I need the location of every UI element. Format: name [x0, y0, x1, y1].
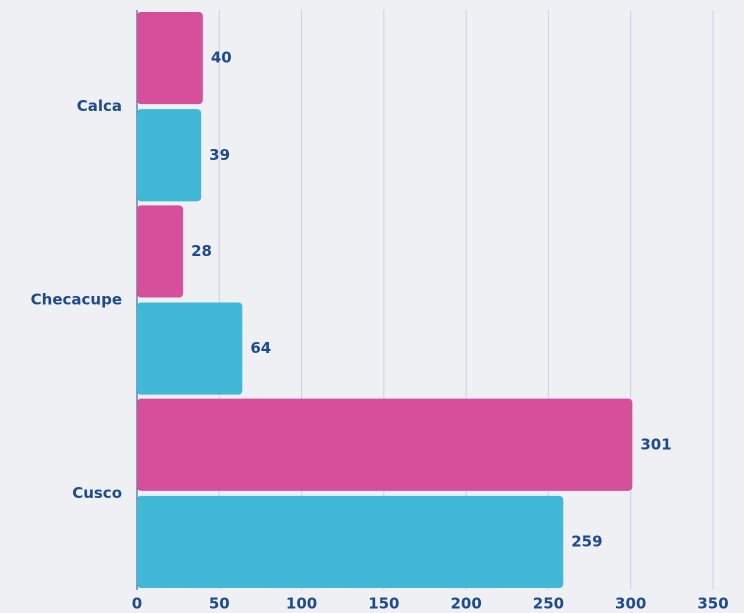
value-label: 39 — [209, 146, 230, 164]
y-tick-label: Calca — [77, 97, 122, 115]
bar — [137, 495, 564, 588]
x-tick-label: 350 — [697, 595, 728, 613]
x-tick-label: 150 — [368, 595, 399, 613]
value-label: 301 — [640, 435, 671, 453]
bar — [137, 302, 243, 395]
x-tick-label: 0 — [132, 595, 142, 613]
value-label: 64 — [250, 339, 271, 357]
x-tick-label: 250 — [533, 595, 564, 613]
y-tick-label: Checacupe — [31, 291, 122, 309]
value-label: 28 — [191, 242, 212, 260]
bar — [137, 109, 202, 202]
bar — [137, 205, 184, 298]
bar — [137, 12, 203, 105]
y-tick-label: Cusco — [72, 484, 122, 502]
value-label: 40 — [211, 49, 232, 67]
x-tick-label: 300 — [615, 595, 646, 613]
x-tick-label: 200 — [450, 595, 481, 613]
bar — [137, 398, 633, 491]
x-tick-label: 100 — [286, 595, 317, 613]
value-label: 259 — [571, 532, 602, 550]
x-tick-label: 50 — [209, 595, 230, 613]
